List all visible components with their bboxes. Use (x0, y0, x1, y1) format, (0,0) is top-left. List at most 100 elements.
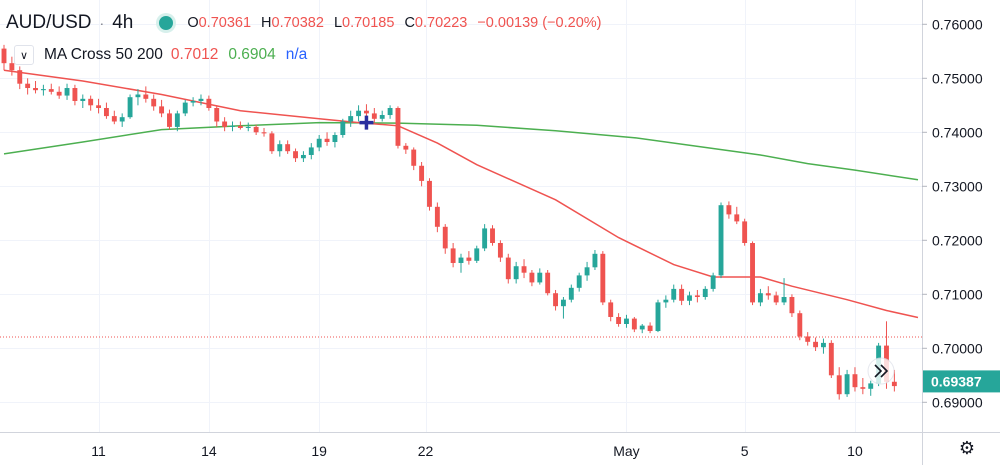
double-chevron-right-icon (874, 364, 889, 378)
candle-body-down (285, 144, 291, 152)
candle-body-down (214, 108, 220, 122)
candle-body-down (694, 295, 700, 297)
candle-body-down (836, 375, 842, 395)
candle-body-down (860, 387, 866, 389)
last-price-label: 0.69387 (931, 373, 982, 389)
candle-body-up (537, 272, 543, 283)
candle-body-up (844, 374, 850, 395)
open-number: 0.70361 (198, 15, 252, 31)
candle-body-up (718, 205, 724, 276)
candle-body-down (813, 341, 819, 348)
y-tick-label: 0.74000 (932, 124, 983, 140)
scroll-to-latest-button[interactable] (867, 357, 895, 385)
candle-body-down (553, 293, 558, 307)
candle-body-up (568, 287, 574, 300)
candle-body-up (277, 144, 283, 152)
candle-body-down (206, 98, 212, 108)
candle-body-down (600, 253, 606, 303)
candles-group (1, 44, 897, 400)
high-label: H (261, 15, 272, 31)
candle-body-down (442, 226, 448, 249)
candle-body-down (608, 302, 614, 317)
ma50-value: 0.7012 (170, 46, 219, 63)
candle-body-down (72, 88, 78, 101)
candle-body-down (450, 248, 456, 263)
candle-body-down (647, 325, 653, 332)
open-value: O0.70361 (187, 15, 251, 31)
candle-body-up (119, 117, 125, 122)
candle-body-up (757, 293, 763, 303)
candle-body-up (576, 275, 582, 288)
candle-body-down (88, 98, 94, 106)
change-value: −0.00139 (−0.20%) (477, 15, 602, 31)
candle-body-up (127, 97, 133, 118)
candle-body-down (419, 165, 425, 181)
candle-body-down (765, 293, 771, 296)
candle-body-down (734, 214, 740, 222)
candle-body-down (151, 98, 157, 107)
candle-body-down (25, 83, 31, 89)
candle-body-down (103, 108, 109, 117)
candle-body-up (300, 154, 306, 159)
market-status-icon[interactable] (159, 16, 174, 30)
symbol-name[interactable]: AUD/USD (6, 12, 92, 33)
candle-body-up (624, 318, 629, 324)
chart-header: AUD/USD · 4h O0.70361 H0.70382 L0.70185 … (6, 8, 602, 38)
candle-body-up (781, 297, 787, 303)
candle-body-down (427, 180, 432, 207)
candle-body-down (631, 318, 637, 330)
candle-body-up (332, 135, 338, 143)
candle-body-down (33, 88, 38, 91)
candle-body-up (655, 302, 661, 332)
candle-body-up (316, 138, 322, 148)
y-tick-label: 0.72000 (932, 232, 983, 248)
x-tick-label: 22 (418, 443, 434, 459)
open-label: O (187, 15, 199, 31)
y-tick-label: 0.70000 (932, 340, 983, 356)
candle-body-down (1, 48, 7, 64)
candle-body-up (64, 88, 70, 96)
candle-body-up (182, 102, 188, 114)
candle-body-down (167, 113, 172, 127)
candle-body-up (639, 325, 645, 330)
low-value: L0.70185 (334, 15, 395, 31)
candle-body-up (702, 288, 708, 297)
candle-body-down (293, 151, 298, 159)
chevron-down-icon[interactable]: ∨ (14, 45, 34, 65)
candle-body-up (458, 257, 464, 263)
candle-body-up (40, 89, 46, 91)
candle-body-down (891, 381, 897, 387)
candle-body-up (80, 98, 86, 101)
indicator-name[interactable]: MA Cross 50 200 (44, 46, 163, 63)
candle-body-down (253, 126, 259, 133)
candle-body-up (308, 147, 314, 155)
candle-body-down (616, 316, 622, 324)
candle-body-down (56, 91, 62, 96)
candle-body-up (663, 299, 669, 303)
candle-body-down (96, 105, 101, 108)
candle-body-down (805, 336, 811, 342)
candle-body-up (356, 110, 362, 117)
candle-body-up (198, 98, 204, 101)
candle-body-up (135, 94, 141, 98)
candle-body-down (324, 138, 330, 143)
settings-gear-icon[interactable]: ⚙ (958, 438, 975, 458)
candle-body-down (852, 374, 858, 388)
candle-body-up (348, 116, 354, 122)
close-number: 0.70223 (414, 15, 468, 31)
candle-body-down (395, 108, 401, 146)
candle-body-down (529, 272, 535, 283)
x-tick-label: May (613, 443, 639, 459)
candle-body-down (371, 113, 377, 119)
indicator-legend: ∨ MA Cross 50 200 0.7012 0.6904 n/a (6, 42, 307, 68)
candle-body-down (750, 243, 755, 303)
candle-body-down (497, 243, 503, 258)
candle-body-up (710, 275, 716, 289)
candle-body-down (364, 110, 369, 114)
x-tick-label: 19 (311, 443, 327, 459)
candle-body-down (490, 228, 495, 243)
candle-body-up (387, 108, 393, 116)
timeframe-label[interactable]: 4h (112, 12, 134, 33)
